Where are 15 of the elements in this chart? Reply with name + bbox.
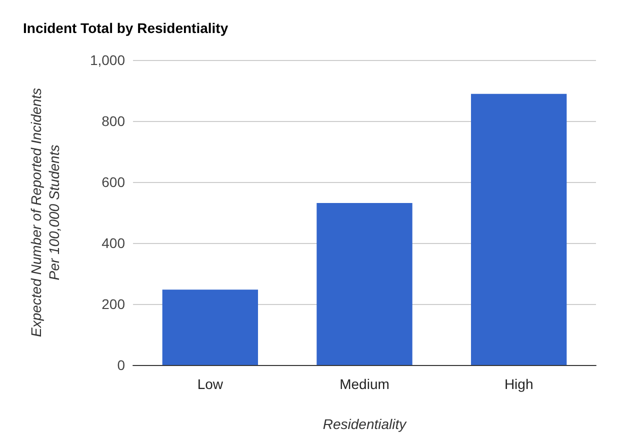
- y-tick-label: 200: [102, 296, 126, 312]
- x-tick-label: High: [504, 376, 534, 392]
- y-axis-title: Expected Number of Reported Incidents Per 100,000 Students: [28, 88, 62, 338]
- bar: [470, 94, 567, 365]
- y-tick-label: 800: [102, 113, 126, 129]
- y-tick-label: 1,000: [90, 52, 126, 68]
- y-tick-label: 600: [102, 174, 126, 190]
- x-axis-title: Residentiality: [322, 416, 408, 432]
- x-tick-label: Low: [197, 376, 224, 392]
- y-tick-label: 400: [102, 235, 126, 251]
- chart-title: Incident Total by Residentiality: [23, 20, 228, 36]
- x-tick-label: Medium: [340, 376, 390, 392]
- y-tick-label: 0: [117, 357, 126, 373]
- bar: [316, 203, 412, 365]
- bar: [162, 290, 258, 365]
